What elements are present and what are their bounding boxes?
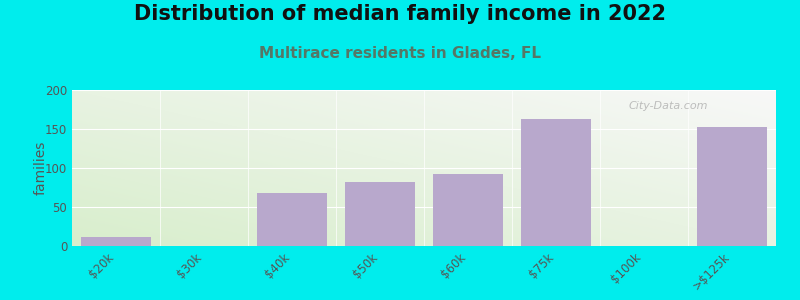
Bar bbox=[81, 237, 151, 246]
Bar bbox=[697, 128, 767, 246]
Bar bbox=[257, 193, 327, 246]
Bar bbox=[433, 174, 503, 246]
Bar bbox=[521, 119, 591, 246]
Text: Distribution of median family income in 2022: Distribution of median family income in … bbox=[134, 4, 666, 25]
Text: Multirace residents in Glades, FL: Multirace residents in Glades, FL bbox=[259, 46, 541, 62]
Bar bbox=[345, 182, 415, 246]
Text: City-Data.com: City-Data.com bbox=[628, 101, 708, 111]
Y-axis label: families: families bbox=[34, 141, 48, 195]
